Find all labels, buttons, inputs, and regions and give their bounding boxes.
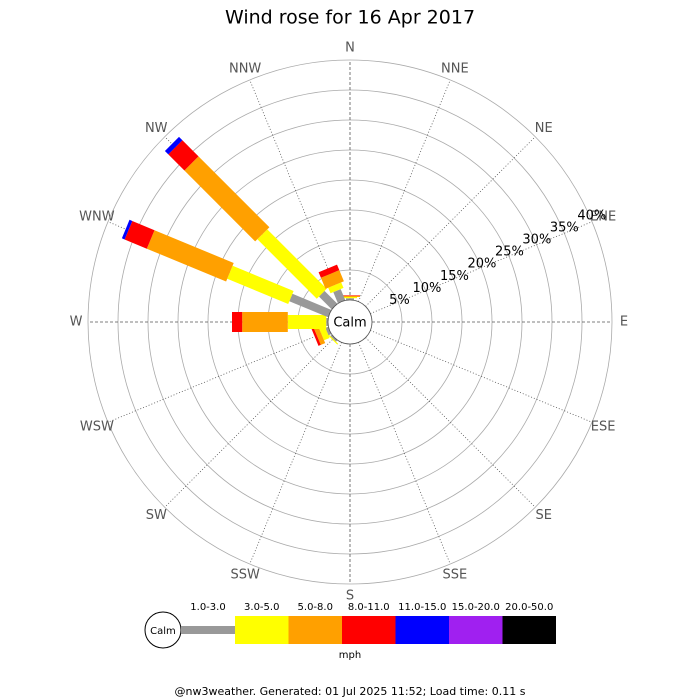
bar-segment: [326, 318, 328, 326]
direction-label: W: [70, 315, 83, 330]
legend-swatch: [235, 616, 289, 644]
legend-swatch: [181, 626, 235, 634]
spoke: [358, 79, 451, 302]
direction-label: NNE: [441, 61, 469, 76]
calm-label: Calm: [333, 316, 366, 331]
bar-segment: [227, 265, 294, 304]
spoke: [249, 79, 342, 302]
direction-label: SSW: [230, 568, 260, 583]
bar-segment: [121, 219, 133, 240]
direction-label: NW: [145, 121, 168, 136]
bar-segment: [242, 312, 288, 332]
bar-segment: [346, 298, 354, 300]
direction-label: N: [345, 41, 355, 56]
bar-segment: [340, 295, 360, 297]
spoke: [370, 330, 593, 423]
legend-label: 3.0-5.0: [244, 602, 279, 613]
direction-label: SSE: [442, 568, 467, 583]
bar-segment: [328, 282, 344, 294]
r-tick-label: 35%: [550, 221, 579, 236]
spoke: [249, 342, 342, 565]
legend-swatch: [342, 616, 396, 644]
bar-segment: [327, 333, 339, 345]
bar-segment: [287, 315, 327, 329]
legend-label: 5.0-8.0: [298, 602, 333, 613]
direction-label: ENE: [590, 210, 616, 225]
bar-segment: [333, 289, 346, 304]
direction-label: WSW: [80, 419, 114, 434]
legend-label: 1.0-3.0: [190, 602, 225, 613]
bar-segment: [184, 156, 270, 242]
bar-segment: [146, 230, 234, 282]
legend-label: 20.0-50.0: [505, 602, 553, 613]
r-tick-label: 5%: [389, 293, 410, 308]
spoke: [365, 337, 536, 508]
direction-label: ESE: [591, 419, 616, 434]
bar-segment: [164, 136, 183, 155]
direction-label: NNW: [229, 61, 261, 76]
legend-swatch: [395, 616, 449, 644]
spoke: [164, 337, 335, 508]
calm-circle: [327, 299, 373, 345]
bar-segment: [325, 326, 332, 336]
bar-segment: [168, 140, 199, 171]
spoke: [370, 221, 593, 314]
direction-label: E: [620, 315, 628, 330]
bar-segment: [289, 293, 332, 318]
legend-swatch: [449, 616, 503, 644]
footer: @nw3weather. Generated: 01 Jul 2025 11:5…: [175, 685, 526, 698]
spoke: [107, 330, 330, 423]
r-tick-label: 15%: [440, 269, 469, 284]
bar-segment: [232, 312, 243, 332]
direction-label: WNW: [79, 210, 115, 225]
direction-label: SE: [536, 508, 552, 523]
chart-title: Wind rose for 16 Apr 2017: [225, 7, 475, 29]
direction-label: SW: [146, 508, 167, 523]
direction-label: S: [346, 589, 354, 604]
r-tick-label: 40%: [577, 209, 606, 224]
grid-ring: [87, 59, 613, 585]
spoke: [358, 342, 451, 565]
r-tick-label: 10%: [412, 281, 441, 296]
spoke: [365, 136, 536, 307]
legend-label: 11.0-15.0: [398, 602, 446, 613]
bar-segment: [330, 334, 338, 342]
legend-unit: mph: [339, 650, 361, 661]
direction-label: NE: [535, 121, 553, 136]
bar-segment: [313, 324, 326, 345]
bar-segment: [124, 221, 155, 249]
legend-swatch: [502, 616, 556, 644]
bar-segment: [318, 290, 338, 310]
bar-segment: [318, 264, 340, 278]
legend-label: 15.0-20.0: [452, 602, 500, 613]
r-tick-label: 30%: [522, 233, 551, 248]
bar-segment: [320, 270, 344, 289]
legend-label: 8.0-11.0: [348, 602, 390, 613]
bar-segment: [340, 295, 360, 296]
bar-segment: [310, 326, 321, 346]
bar-segment: [257, 229, 327, 299]
legend-swatch: [288, 616, 342, 644]
r-tick-label: 20%: [467, 257, 496, 272]
bar-segment: [343, 297, 357, 299]
r-tick-label: 25%: [495, 245, 524, 260]
legend-calm-label: Calm: [150, 626, 176, 637]
